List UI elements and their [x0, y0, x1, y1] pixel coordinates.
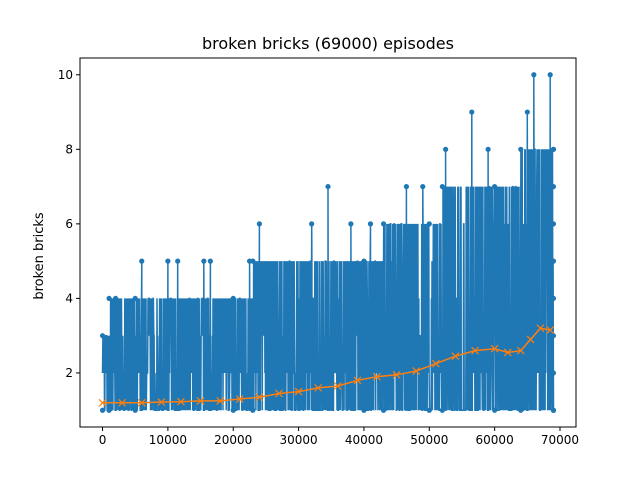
blue-series-point: [250, 258, 256, 264]
blue-series-point: [99, 407, 106, 413]
orange-series-point: [98, 398, 107, 407]
blue-series-point: [550, 295, 557, 302]
y-tick-label: 10: [58, 68, 73, 82]
blue-series-point: [550, 146, 557, 152]
orange-series-point: [255, 393, 264, 402]
blue-series-point: [175, 258, 181, 264]
blue-series-point: [443, 146, 449, 152]
blue-series-point: [524, 109, 530, 115]
blue-series-point: [550, 407, 557, 413]
orange-series-point: [412, 367, 421, 376]
axes-frame: [79, 57, 577, 428]
blue-series-point: [518, 407, 524, 413]
blue-series-point: [165, 258, 171, 264]
orange-series-point: [196, 396, 205, 405]
chart-title: broken bricks (69000) episodes: [202, 34, 454, 53]
x-axis-ticks: 0 10000 20000 30000 40000 50000 60000 70000: [99, 427, 579, 447]
blue-series-point: [550, 221, 557, 227]
orange-series-point: [157, 398, 166, 406]
blue-series-line: [101, 74, 555, 411]
blue-series-point: [361, 407, 367, 413]
orange-series: [98, 324, 555, 407]
blue-series-point: [439, 407, 445, 413]
blue-series-point: [420, 183, 426, 190]
x-tick-label: 70000: [541, 433, 579, 447]
blue-series-point: [361, 258, 367, 264]
blue-series-point: [99, 333, 106, 339]
blue-series-point: [106, 407, 112, 413]
orange-series-point: [275, 389, 283, 398]
blue-series-point: [550, 370, 557, 376]
blue-series-point: [380, 407, 387, 413]
blue-series-point: [367, 221, 374, 227]
blue-series-point: [380, 221, 387, 227]
blue-series: [99, 72, 557, 413]
blue-series-point: [492, 407, 498, 413]
plot-area: [98, 72, 557, 413]
orange-series-point: [353, 376, 362, 385]
x-tick-label: 20000: [214, 433, 252, 447]
blue-series-point: [230, 407, 236, 413]
orange-series-point: [431, 359, 440, 368]
y-tick-label: 8: [65, 142, 73, 156]
y-tick-label: 4: [65, 291, 73, 305]
blue-series-point: [325, 183, 331, 190]
orange-series-point: [471, 346, 479, 355]
x-tick-label: 0: [99, 433, 107, 447]
blue-series-point: [230, 295, 236, 302]
blue-series-point: [132, 295, 138, 302]
blue-series-point: [256, 221, 262, 227]
orange-series-point: [333, 382, 342, 390]
blue-series-point: [113, 295, 119, 302]
blue-series-point: [550, 183, 557, 190]
orange-series-point: [451, 352, 460, 361]
blue-series-point: [309, 221, 315, 227]
blue-series-point: [550, 258, 557, 264]
x-tick-label: 50000: [410, 433, 448, 447]
blue-series-point: [518, 146, 524, 152]
orange-series-point: [526, 335, 535, 344]
blue-series-point: [547, 72, 553, 78]
blue-series-point: [403, 183, 410, 190]
blue-series-point: [106, 295, 112, 302]
orange-series-point: [314, 383, 323, 392]
blue-series-point: [426, 221, 432, 227]
x-tick-label: 10000: [149, 433, 187, 447]
orange-series-point: [546, 326, 555, 335]
y-axis-label: broken bricks: [32, 212, 47, 300]
blue-series-point: [469, 109, 475, 115]
x-tick-label: 30000: [279, 433, 317, 447]
orange-series-point: [536, 324, 545, 333]
orange-series-point: [516, 346, 525, 355]
blue-series-point: [550, 333, 557, 339]
orange-series-point: [118, 398, 127, 407]
blue-series-point: [250, 407, 256, 413]
orange-series-point: [373, 372, 381, 381]
x-tick-label: 40000: [345, 433, 383, 447]
blue-series-point: [207, 258, 213, 264]
orange-series-point: [490, 344, 499, 353]
orange-series-line: [102, 327, 551, 404]
orange-series-point: [392, 370, 401, 379]
blue-series-point: [485, 146, 491, 152]
orange-series-point: [235, 395, 244, 403]
y-tick-label: 2: [65, 366, 73, 380]
y-axis-ticks: 2 4 6 8 10: [58, 68, 80, 380]
orange-series-point: [503, 348, 512, 357]
blue-series-point: [492, 183, 498, 190]
blue-series-point: [531, 72, 537, 78]
orange-series-point: [177, 397, 185, 406]
blue-series-point: [439, 183, 445, 190]
orange-series-point: [137, 398, 146, 407]
blue-series-point: [348, 221, 354, 227]
orange-series-point: [294, 387, 303, 396]
blue-series-point: [201, 258, 207, 264]
y-tick-label: 6: [65, 217, 73, 231]
blue-series-point: [426, 407, 432, 413]
blue-series-point: [132, 407, 138, 413]
orange-series-point: [216, 396, 225, 405]
blue-series-point: [139, 258, 145, 264]
x-tick-label: 60000: [476, 433, 514, 447]
